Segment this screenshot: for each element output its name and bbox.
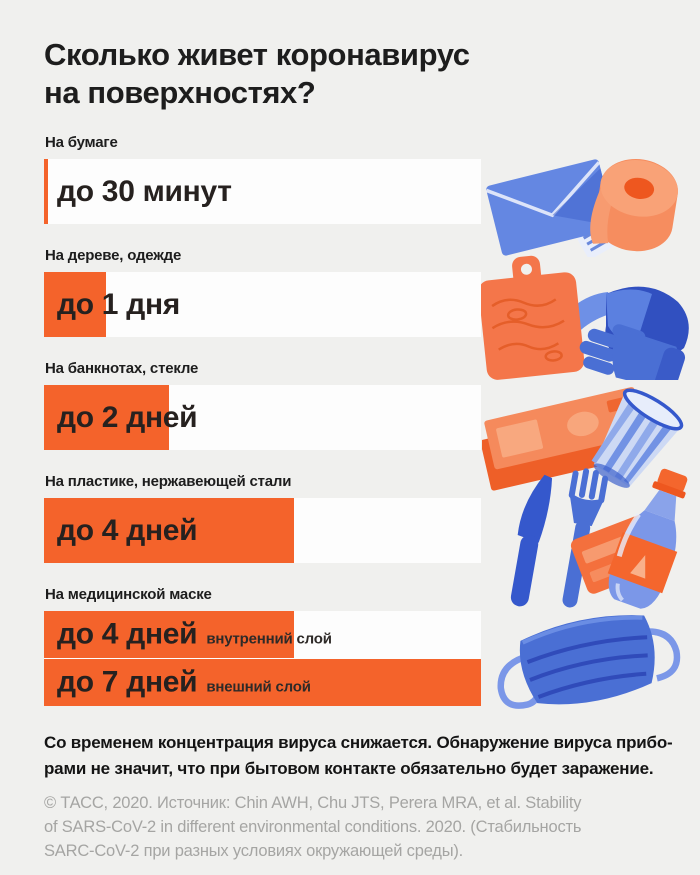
layer-sublabel: внутренний слой bbox=[206, 629, 332, 647]
title-line-1: Сколько живет коронавирус bbox=[44, 37, 470, 72]
duration-bar-track: до 2 дней bbox=[44, 385, 481, 450]
duration-bar-track-outer-layer: до 7 дней внешний слой bbox=[44, 658, 481, 706]
duration-value: до 2 дней bbox=[57, 400, 198, 434]
surface-row-banknotes-glass: На банкнотах, стекле до 2 дней bbox=[44, 360, 481, 450]
source-line-1: © ТАСС, 2020. Источник: Chin AWH, Chu JT… bbox=[44, 794, 582, 812]
duration-bar-fill bbox=[44, 385, 169, 450]
duration-value: до 7 дней bbox=[57, 664, 198, 698]
duration-value: до 4 дней bbox=[57, 513, 198, 547]
duration-value: до 1 дня bbox=[57, 287, 180, 321]
surface-row-plastic-steel: На пластике, нержавеющей стали до 4 дней bbox=[44, 473, 481, 563]
content-column: Сколько живет коронавирус на поверхностя… bbox=[44, 36, 692, 863]
surface-label: На пластике, нержавеющей стали bbox=[45, 473, 292, 490]
disclaimer-line-1: Со временем концентрация вируса снижаетс… bbox=[44, 733, 673, 752]
surface-label: На дереве, одежде bbox=[45, 247, 182, 264]
surface-label: На банкнотах, стекле bbox=[45, 360, 199, 377]
surface-row-mask: На медицинской маске до 4 дней внутренни… bbox=[44, 586, 481, 706]
surface-label: На медицинской маске bbox=[45, 586, 212, 603]
duration-bar-track: до 30 минут bbox=[44, 159, 481, 224]
source-line-3: SARC-CoV-2 при разных условиях окружающе… bbox=[44, 842, 464, 860]
duration-bar-fill bbox=[44, 498, 294, 563]
duration-bar-fill bbox=[44, 611, 294, 658]
source-line-2: of SARS-CoV-2 in different environmental… bbox=[44, 818, 582, 836]
duration-value: до 4 дней bbox=[57, 616, 198, 650]
duration-value-group: до 4 дней внутренний слой bbox=[57, 617, 332, 651]
surface-row-wood-clothes: На дереве, одежде до 1 дня bbox=[44, 247, 481, 337]
duration-bar-fill bbox=[44, 659, 481, 706]
duration-value-group: до 7 дней внешний слой bbox=[57, 665, 311, 699]
disclaimer-note: Со временем концентрация вируса снижаетс… bbox=[44, 730, 692, 782]
layer-sublabel: внешний слой bbox=[206, 677, 311, 695]
duration-bar-track: до 1 дня bbox=[44, 272, 481, 337]
duration-bar-track: до 4 дней bbox=[44, 498, 481, 563]
duration-value: до 30 минут bbox=[57, 174, 232, 208]
duration-bar-track-inner-layer: до 4 дней внутренний слой bbox=[44, 611, 481, 658]
page-title: Сколько живет коронавирус на поверхностя… bbox=[44, 36, 692, 112]
disclaimer-line-2: рами не значит, что при бытовом контакте… bbox=[44, 759, 654, 778]
mask-bars-group: до 4 дней внутренний слой до 7 дней внеш… bbox=[44, 611, 481, 706]
duration-bar-fill bbox=[44, 159, 48, 224]
duration-bar-fill bbox=[44, 272, 106, 337]
surface-label: На бумаге bbox=[45, 134, 118, 151]
surface-row-paper: На бумаге до 30 минут bbox=[44, 134, 481, 224]
source-citation: © ТАСС, 2020. Источник: Chin AWH, Chu JT… bbox=[44, 791, 692, 863]
title-line-2: на поверхностях? bbox=[44, 75, 316, 110]
